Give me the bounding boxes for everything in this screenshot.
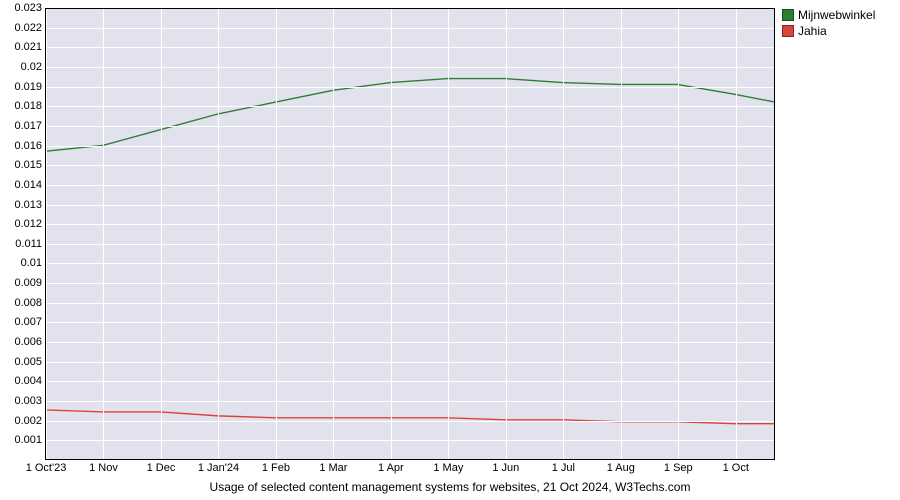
grid-line-h	[46, 87, 775, 88]
plot-area: 0.0010.0020.0030.0040.0050.0060.0070.008…	[45, 8, 775, 460]
y-tick-label: 0.016	[14, 140, 42, 152]
y-tick-label: 0.02	[21, 61, 42, 73]
x-tick-label: 1 Jan'24	[198, 462, 239, 474]
grid-line-v	[506, 8, 507, 459]
y-tick-label: 0.008	[14, 297, 42, 309]
legend-swatch	[782, 9, 794, 21]
grid-line-v	[391, 8, 392, 459]
chart-container: { "chart": { "type": "line", "background…	[0, 0, 900, 500]
x-tick-label: 1 Mar	[319, 462, 347, 474]
y-tick-label: 0.003	[14, 395, 42, 407]
grid-line-v	[218, 8, 219, 459]
grid-line-h	[46, 165, 775, 166]
y-tick-label: 0.001	[14, 434, 42, 446]
x-tick-label: 1 Nov	[89, 462, 118, 474]
y-tick-label: 0.012	[14, 218, 42, 230]
x-tick-label: 1 Apr	[378, 462, 404, 474]
y-tick-label: 0.011	[15, 238, 42, 250]
y-tick-label: 0.005	[14, 356, 42, 368]
y-tick-label: 0.019	[14, 81, 42, 93]
grid-line-v	[333, 8, 334, 459]
grid-line-v	[103, 8, 104, 459]
grid-line-v	[276, 8, 277, 459]
grid-line-h	[46, 440, 775, 441]
series-line	[46, 79, 775, 152]
grid-line-h	[46, 381, 775, 382]
legend-swatch	[782, 25, 794, 37]
grid-line-h	[46, 322, 775, 323]
grid-line-v	[448, 8, 449, 459]
series-lines	[46, 8, 775, 459]
x-tick-label: 1 Sep	[664, 462, 693, 474]
y-tick-label: 0.01	[21, 257, 42, 269]
x-tick-label: 1 Jun	[492, 462, 519, 474]
x-tick-label: 1 Jul	[552, 462, 575, 474]
legend-item: Jahia	[782, 24, 875, 38]
grid-line-h	[46, 244, 775, 245]
x-tick-label: 1 Oct'23	[26, 462, 67, 474]
grid-line-h	[46, 67, 775, 68]
y-tick-label: 0.022	[14, 22, 42, 34]
y-tick-label: 0.013	[14, 199, 42, 211]
x-tick-label: 1 Oct	[723, 462, 749, 474]
grid-line-v	[678, 8, 679, 459]
x-tick-label: 1 May	[433, 462, 463, 474]
x-tick-label: 1 Dec	[147, 462, 176, 474]
y-tick-label: 0.006	[14, 336, 42, 348]
grid-line-v	[563, 8, 564, 459]
grid-line-h	[46, 126, 775, 127]
y-tick-label: 0.021	[14, 41, 42, 53]
chart-caption: Usage of selected content management sys…	[0, 480, 900, 494]
grid-line-h	[46, 421, 775, 422]
grid-line-h	[46, 303, 775, 304]
grid-line-h	[46, 401, 775, 402]
grid-line-h	[46, 224, 775, 225]
legend: Mijnwebwinkel Jahia	[782, 8, 875, 40]
grid-line-v	[161, 8, 162, 459]
x-tick-label: 1 Feb	[262, 462, 290, 474]
y-tick-label: 0.002	[14, 415, 42, 427]
grid-line-h	[46, 362, 775, 363]
grid-line-h	[46, 205, 775, 206]
grid-line-v	[46, 8, 47, 459]
grid-line-h	[46, 283, 775, 284]
x-tick-label: 1 Aug	[607, 462, 635, 474]
grid-line-h	[46, 342, 775, 343]
grid-line-h	[46, 28, 775, 29]
y-tick-label: 0.009	[14, 277, 42, 289]
grid-line-h	[46, 146, 775, 147]
y-tick-label: 0.018	[14, 100, 42, 112]
grid-line-h	[46, 185, 775, 186]
grid-line-h	[46, 106, 775, 107]
y-tick-label: 0.004	[14, 375, 42, 387]
legend-label: Mijnwebwinkel	[798, 8, 875, 22]
y-tick-label: 0.007	[14, 316, 42, 328]
legend-item: Mijnwebwinkel	[782, 8, 875, 22]
y-tick-label: 0.015	[14, 159, 42, 171]
grid-line-h	[46, 263, 775, 264]
grid-line-v	[621, 8, 622, 459]
legend-label: Jahia	[798, 24, 827, 38]
grid-line-v	[736, 8, 737, 459]
grid-line-h	[46, 47, 775, 48]
y-tick-label: 0.023	[14, 2, 42, 14]
y-tick-label: 0.017	[14, 120, 42, 132]
y-tick-label: 0.014	[14, 179, 42, 191]
